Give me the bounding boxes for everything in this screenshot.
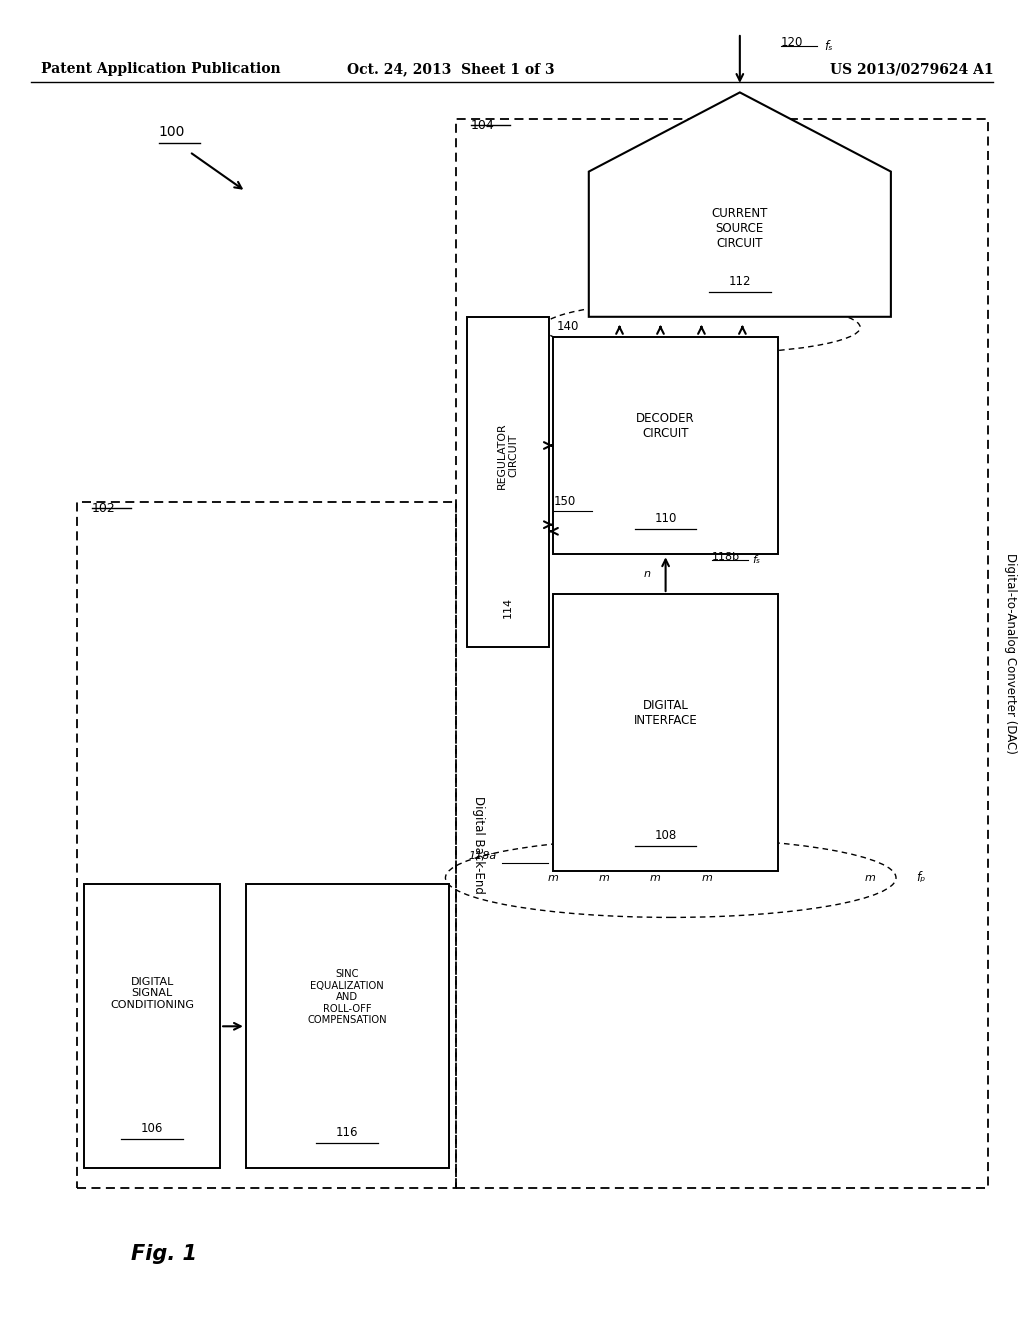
Text: Fig. 1: Fig. 1	[131, 1243, 197, 1265]
Text: REGULATOR
CIRCUIT: REGULATOR CIRCUIT	[497, 422, 519, 488]
Bar	[553, 594, 778, 871]
Text: 114: 114	[503, 597, 513, 618]
Text: m: m	[865, 873, 876, 883]
Text: Oct. 24, 2013  Sheet 1 of 3: Oct. 24, 2013 Sheet 1 of 3	[347, 62, 554, 77]
Text: 116: 116	[336, 1126, 358, 1139]
Polygon shape	[589, 92, 891, 317]
Bar	[246, 884, 449, 1168]
Text: Patent Application Publication: Patent Application Publication	[41, 62, 281, 77]
Text: DIGITAL
SIGNAL
CONDITIONING: DIGITAL SIGNAL CONDITIONING	[110, 977, 195, 1010]
Text: 102: 102	[92, 502, 116, 515]
Text: CURRENT
SOURCE
CIRCUIT: CURRENT SOURCE CIRCUIT	[712, 207, 768, 249]
Text: fₚ: fₚ	[916, 871, 926, 884]
Text: 108: 108	[654, 829, 677, 842]
Text: DIGITAL
INTERFACE: DIGITAL INTERFACE	[634, 698, 697, 727]
Text: n: n	[644, 569, 650, 579]
Text: 104: 104	[471, 119, 495, 132]
Text: m: m	[548, 873, 558, 883]
Text: SINC
EQUALIZATION
AND
ROLL-OFF
COMPENSATION: SINC EQUALIZATION AND ROLL-OFF COMPENSAT…	[307, 969, 387, 1026]
Bar	[553, 337, 778, 554]
Text: 118b: 118b	[712, 552, 739, 562]
Text: 140: 140	[556, 321, 579, 333]
Text: Digital-to-Analog Converter (DAC): Digital-to-Analog Converter (DAC)	[1005, 553, 1017, 754]
Text: m: m	[599, 873, 609, 883]
Text: US 2013/0279624 A1: US 2013/0279624 A1	[829, 62, 993, 77]
Text: 150: 150	[554, 495, 577, 507]
Text: 120: 120	[781, 36, 803, 49]
Text: 118a: 118a	[468, 850, 497, 861]
Text: m: m	[701, 873, 712, 883]
Text: 100: 100	[159, 124, 185, 139]
Text: m: m	[650, 873, 660, 883]
Text: 112: 112	[729, 275, 751, 288]
Text: DECODER
CIRCUIT: DECODER CIRCUIT	[636, 412, 695, 440]
Bar	[77, 502, 456, 1188]
Text: 110: 110	[654, 512, 677, 525]
Bar	[456, 119, 988, 1188]
Text: fₛ: fₛ	[823, 40, 833, 53]
Text: fₛ: fₛ	[753, 554, 761, 565]
Bar	[467, 317, 549, 647]
Bar	[84, 884, 220, 1168]
Text: 106: 106	[141, 1122, 163, 1135]
Text: Digital Back-End: Digital Back-End	[472, 796, 484, 894]
